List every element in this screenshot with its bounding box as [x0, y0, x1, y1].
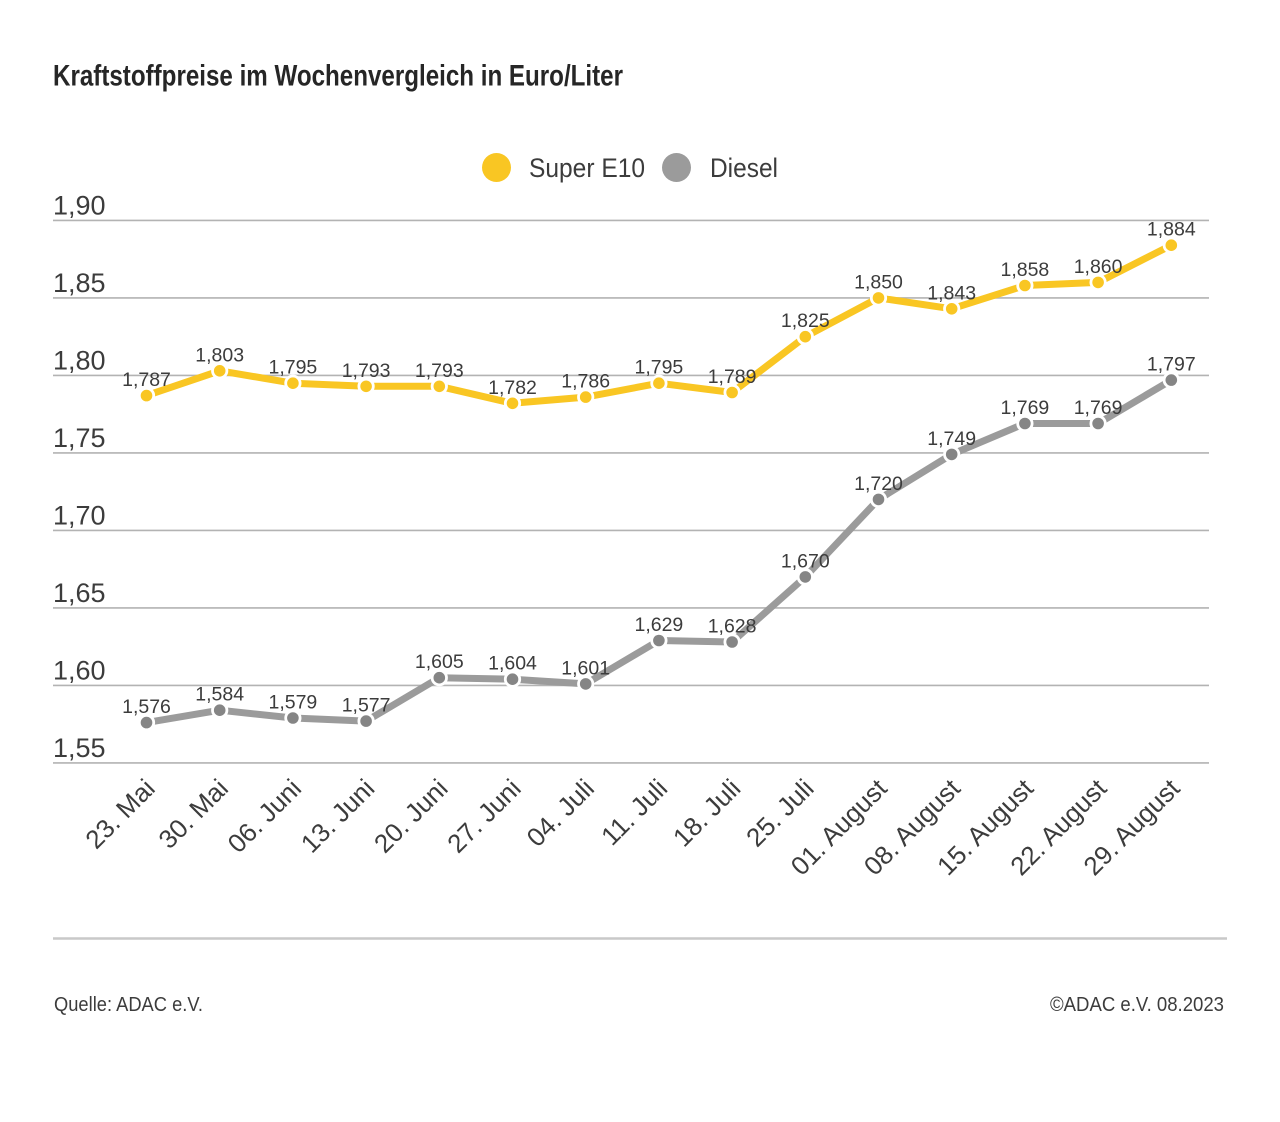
- svg-text:1,579: 1,579: [268, 692, 317, 714]
- svg-text:1,825: 1,825: [781, 310, 830, 332]
- svg-text:1,797: 1,797: [1147, 354, 1196, 376]
- svg-text:1,576: 1,576: [122, 696, 171, 718]
- svg-text:1,795: 1,795: [634, 357, 683, 379]
- svg-text:1,584: 1,584: [195, 684, 244, 706]
- svg-text:1,843: 1,843: [927, 282, 976, 304]
- svg-text:1,80: 1,80: [53, 345, 106, 375]
- svg-text:1,795: 1,795: [268, 357, 317, 379]
- svg-text:1,60: 1,60: [53, 655, 106, 685]
- svg-text:1,860: 1,860: [1074, 256, 1123, 278]
- svg-text:1,70: 1,70: [53, 500, 106, 530]
- svg-text:1,670: 1,670: [781, 550, 830, 572]
- svg-text:©ADAC e.V. 08.2023: ©ADAC e.V. 08.2023: [1050, 994, 1224, 1016]
- svg-text:1,75: 1,75: [53, 423, 106, 453]
- svg-text:1,577: 1,577: [342, 695, 391, 717]
- svg-text:1,629: 1,629: [634, 614, 683, 636]
- svg-text:1,628: 1,628: [708, 616, 757, 638]
- svg-text:1,720: 1,720: [854, 473, 903, 495]
- svg-text:Quelle: ADAC e.V.: Quelle: ADAC e.V.: [54, 994, 203, 1016]
- svg-text:1,605: 1,605: [415, 651, 464, 673]
- svg-text:1,858: 1,858: [1000, 259, 1049, 281]
- svg-text:1,782: 1,782: [488, 377, 537, 399]
- svg-text:Super E10: Super E10: [529, 153, 645, 183]
- svg-text:1,85: 1,85: [53, 268, 106, 298]
- svg-text:Kraftstoffpreise im Wochenverg: Kraftstoffpreise im Wochenvergleich in E…: [53, 60, 623, 93]
- svg-text:1,789: 1,789: [708, 366, 757, 388]
- svg-text:1,769: 1,769: [1000, 397, 1049, 419]
- svg-text:1,90: 1,90: [53, 190, 106, 220]
- svg-text:1,793: 1,793: [415, 360, 464, 382]
- svg-text:1,769: 1,769: [1074, 397, 1123, 419]
- svg-text:1,884: 1,884: [1147, 219, 1196, 241]
- svg-text:1,601: 1,601: [561, 657, 610, 679]
- svg-text:1,786: 1,786: [561, 371, 610, 393]
- svg-text:1,787: 1,787: [122, 369, 171, 391]
- svg-text:1,793: 1,793: [342, 360, 391, 382]
- svg-text:1,604: 1,604: [488, 653, 537, 675]
- svg-text:1,850: 1,850: [854, 271, 903, 293]
- svg-text:1,749: 1,749: [927, 428, 976, 450]
- svg-text:1,55: 1,55: [53, 733, 106, 763]
- svg-text:Diesel: Diesel: [710, 153, 778, 183]
- svg-text:1,65: 1,65: [53, 578, 106, 608]
- svg-text:1,803: 1,803: [195, 344, 244, 366]
